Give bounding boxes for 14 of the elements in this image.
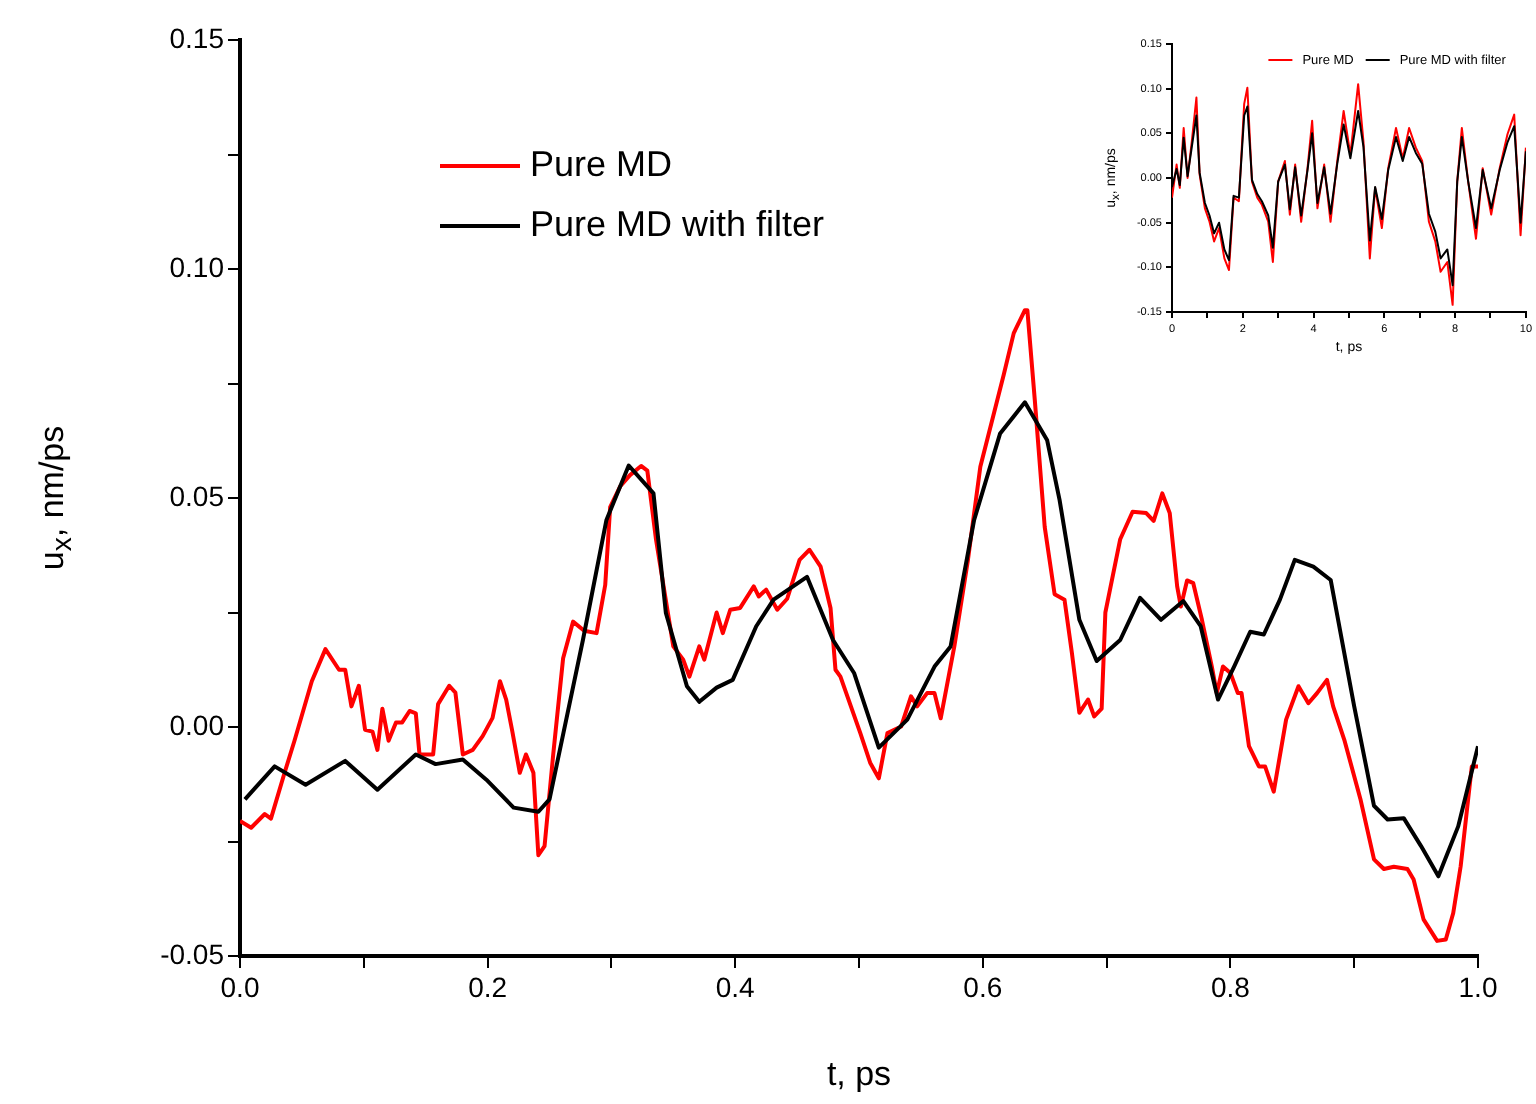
y-tick-label: 0.05 (169, 479, 225, 512)
y-tick-label: 0.00 (169, 708, 225, 741)
legend-label: Pure MD with filter (530, 203, 825, 244)
legend-label: Pure MD (530, 143, 673, 184)
x-tick-label: 1.0 (1458, 970, 1498, 1003)
x-tick-label: 0.4 (715, 970, 756, 1003)
x-tick-label: 0.0 (220, 970, 260, 1003)
y-tick-label: 0.15 (169, 21, 225, 54)
y-tick-label: -0.05 (160, 937, 225, 970)
x-tick-label: 0.2 (468, 970, 508, 1003)
y-tick-label: 0.10 (169, 250, 225, 283)
x-tick-label: 0.6 (963, 970, 1003, 1003)
x-tick-label: 0.8 (1210, 970, 1251, 1003)
x-axis-title: t, ps (826, 1054, 892, 1093)
